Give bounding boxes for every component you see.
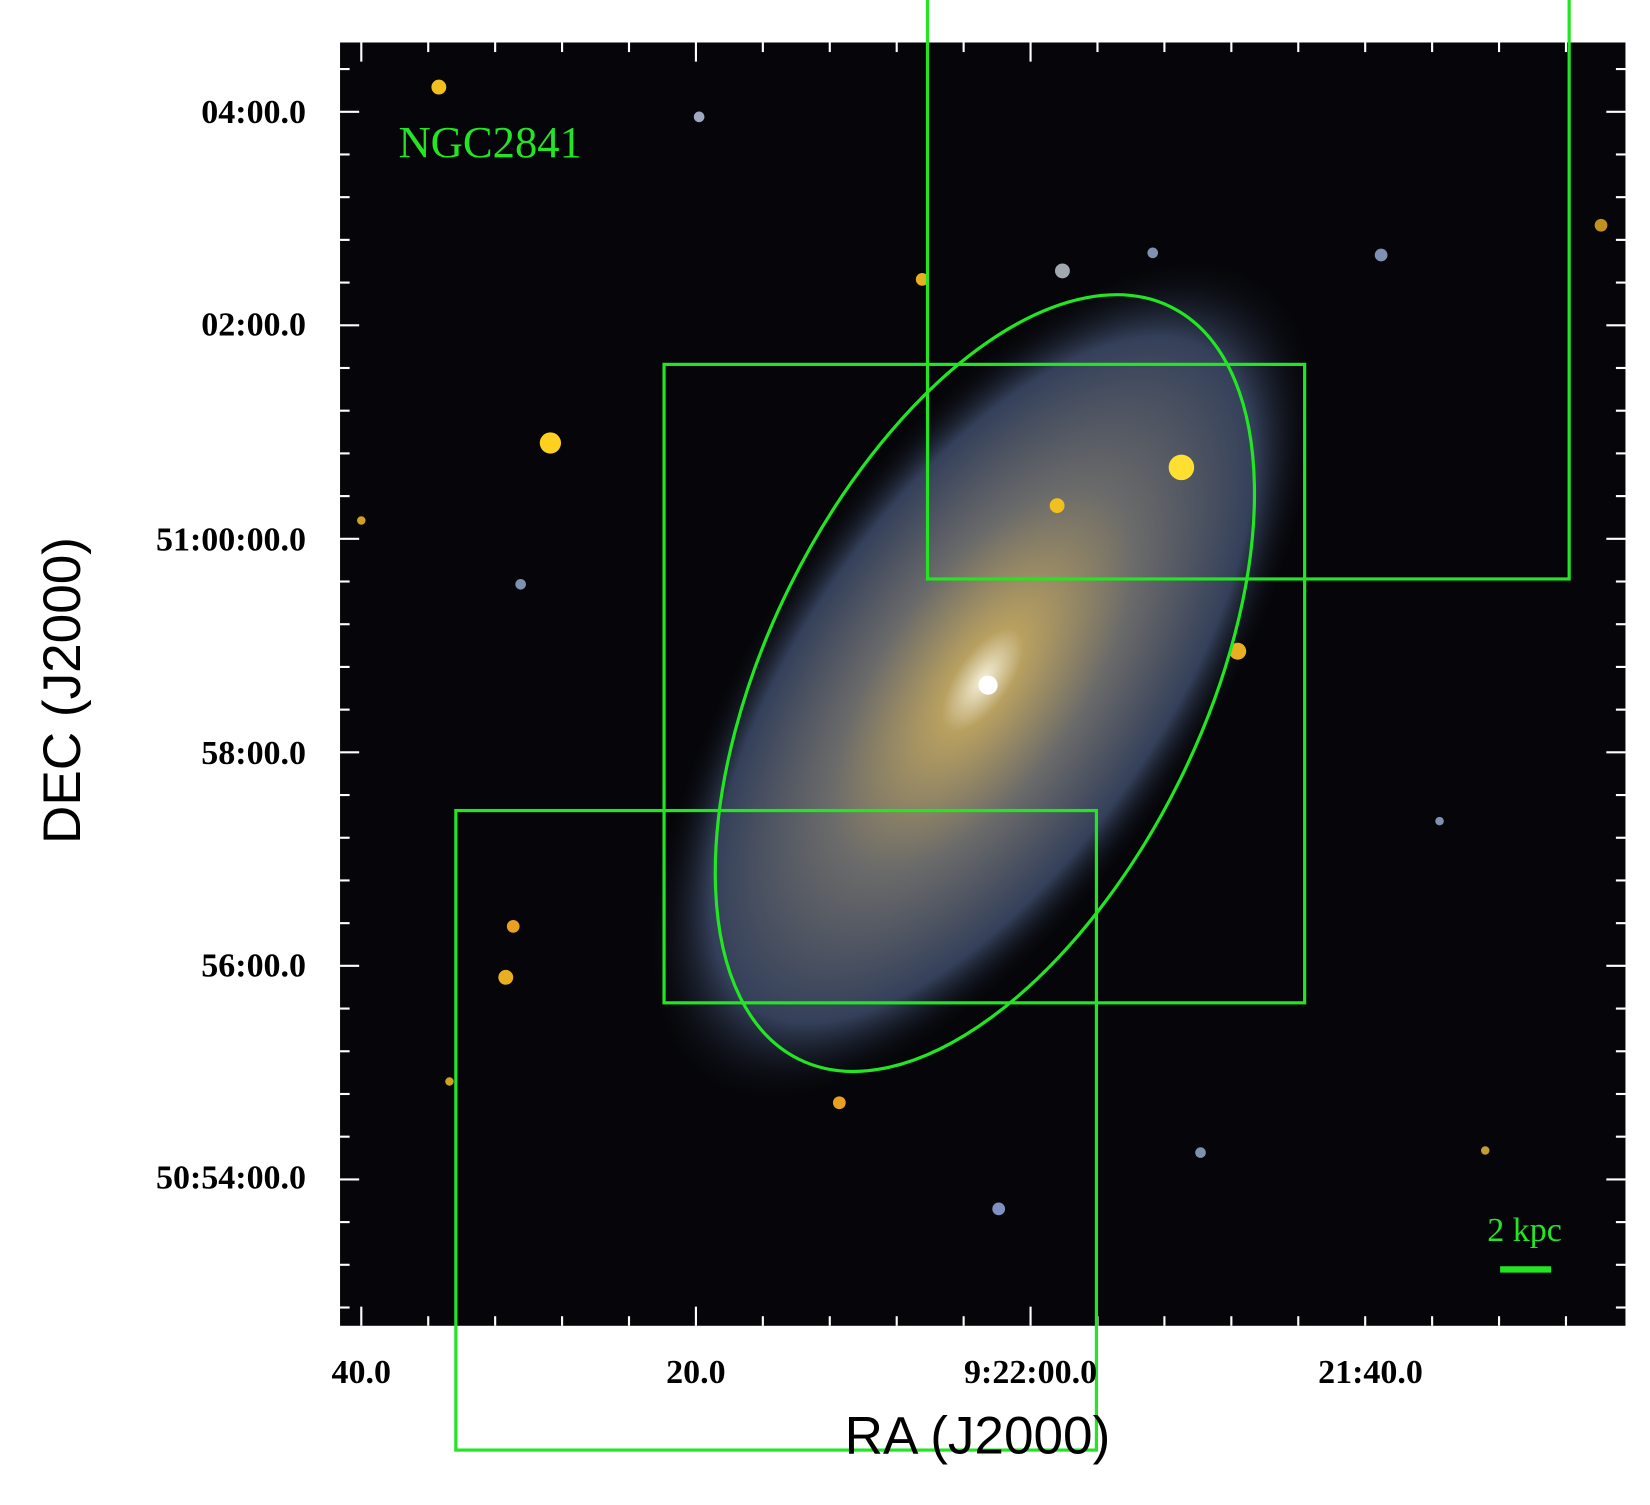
tick-labels: 40.0 20.0 9:22:00.0 21:40.0 04:00.0 02:00.0 51…: [156, 94, 1423, 1391]
image-content: [357, 79, 1608, 1216]
x-axis-label: RA (J2000): [845, 1406, 1111, 1465]
star: [1195, 1147, 1206, 1158]
star: [1229, 642, 1247, 660]
star: [915, 273, 929, 286]
star: [1054, 263, 1070, 279]
object-label: NGC2841: [398, 117, 581, 167]
x-tick-label: 21:40.0: [1318, 1354, 1423, 1391]
star: [1168, 454, 1195, 481]
y-tick-label: 51:00:00.0: [156, 521, 306, 558]
overlays: [454, 0, 1571, 1452]
star: [498, 969, 514, 985]
star: [693, 111, 705, 123]
y-tick-label: 02:00.0: [201, 307, 306, 344]
star: [1435, 816, 1444, 826]
star: [992, 1202, 1006, 1216]
star: [1594, 218, 1608, 232]
star: [539, 432, 562, 454]
y-tick-label: 50:54:00.0: [156, 1160, 306, 1197]
star: [357, 516, 366, 525]
star: [1147, 247, 1159, 259]
y-tick-label: 56:00.0: [201, 947, 306, 984]
star: [1480, 1146, 1490, 1155]
stars: [357, 79, 1608, 1216]
star: [1049, 498, 1065, 514]
star: [832, 1096, 846, 1110]
y-tick-label: 04:00.0: [201, 94, 306, 131]
star: [506, 919, 520, 933]
y-axis-label: DEC (J2000): [33, 537, 92, 844]
y-tick-label: 58:00.0: [201, 735, 306, 772]
field-box: [454, 808, 1099, 1452]
x-tick-label: 9:22:00.0: [964, 1354, 1097, 1391]
ticks: [340, 42, 1626, 1326]
star: [515, 578, 526, 590]
star: [445, 1077, 454, 1086]
x-tick-label: 40.0: [332, 1354, 391, 1391]
x-tick-label: 20.0: [666, 1354, 725, 1391]
aperture-ellipse: [713, 293, 1257, 1074]
scale-label: 2 kpc: [1487, 1212, 1562, 1249]
star: [431, 79, 447, 95]
star: [1374, 248, 1388, 262]
field-box: [662, 362, 1307, 1005]
star: [978, 675, 998, 695]
